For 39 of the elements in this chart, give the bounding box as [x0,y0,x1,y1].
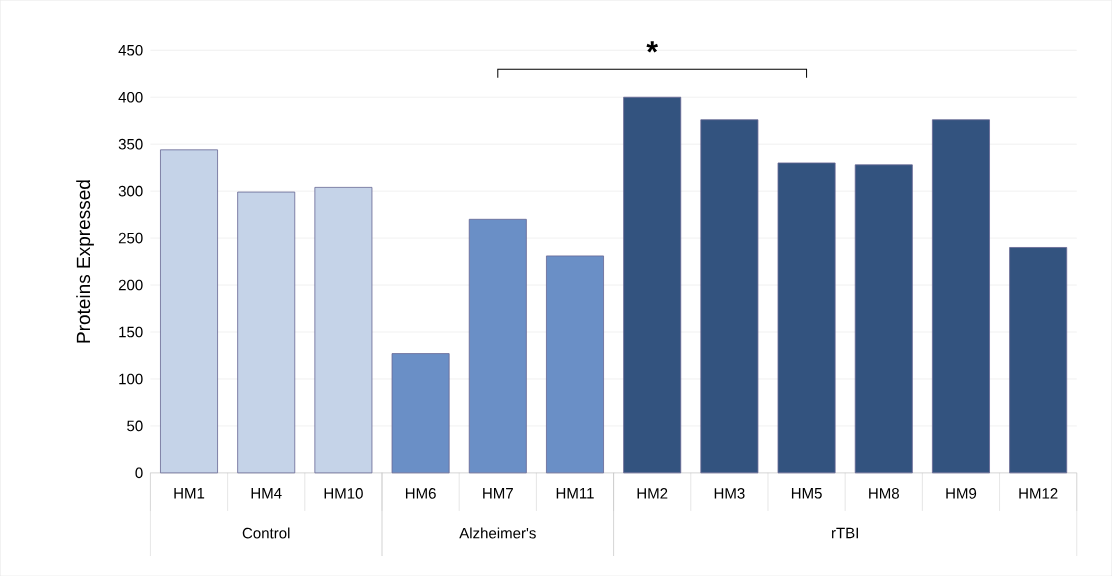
x-tick-label: HM11 [556,487,594,499]
x-tick-label: HM6 [405,487,436,499]
text: Control [242,527,290,539]
bar [468,218,527,474]
x-tick-label: HM1 [174,487,205,499]
bar [1009,246,1068,474]
bar [854,164,913,474]
bar [700,119,759,474]
x-tick-label: HM5 [791,487,822,499]
x-tick-label: HM7 [483,487,513,499]
y-tick-label: 400 [118,91,143,103]
x-tick-label: HM4 [251,487,282,499]
bar [160,149,218,474]
y-tick-label: 200 [118,279,143,291]
x-tick-label: HM9 [946,487,977,499]
y-tick-label: 450 [118,44,143,56]
x-tick-label: HM8 [869,487,899,499]
bar [314,186,373,474]
bar [777,162,836,474]
y-tick-label: 0 [135,467,143,479]
bar [623,96,682,474]
x-tick-label: HM2 [637,487,668,499]
bar [391,353,450,474]
text: rTBI [831,527,858,539]
y-tick-label: 150 [119,326,143,338]
x-tick-label: HM12 [1019,487,1058,499]
y-tick-label: 250 [118,232,143,244]
bar [546,255,604,474]
annotation: * [646,41,658,53]
x-tick-label: HM3 [714,487,745,499]
y-axis-title: Proteins Expressed [76,180,94,343]
y-tick-label: 50 [127,420,143,432]
bar [237,191,296,474]
bar [932,119,990,474]
y-tick-label: 100 [119,373,143,385]
y-tick-label: 350 [118,138,143,150]
y-tick-label: 300 [118,185,143,197]
x-tick-label: HM10 [324,487,363,499]
text: Alzheimer's [459,527,536,539]
